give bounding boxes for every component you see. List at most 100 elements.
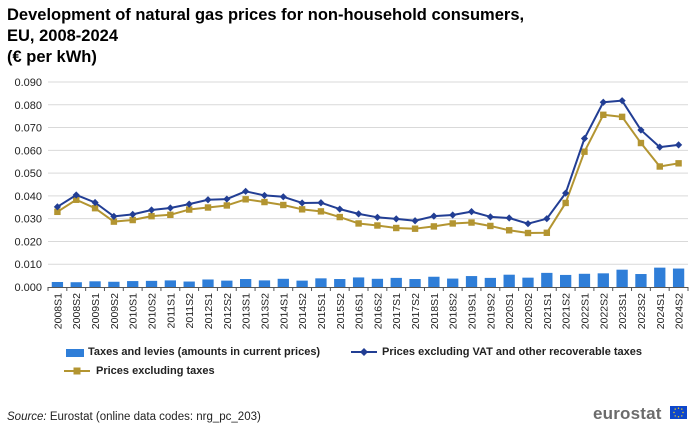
- bar-taxes-levies: [371, 278, 384, 287]
- prices-excl-vat-point: [72, 191, 80, 199]
- prices-excl-taxes-point: [280, 201, 287, 209]
- prices-excl-taxes-point: [374, 222, 381, 229]
- y-tick-label: 0.070: [14, 123, 42, 135]
- prices-excl-vat-point: [562, 189, 570, 197]
- prices-excl-taxes-point: [656, 163, 663, 170]
- x-tick-label: 2023S1: [617, 293, 629, 329]
- prices-excl-vat-point: [373, 213, 382, 221]
- y-tick-label: 0.090: [14, 77, 42, 89]
- prices-excl-vat-point: [185, 200, 193, 208]
- y-tick-label: 0.010: [14, 259, 42, 271]
- prices-excl-vat-point: [110, 212, 118, 220]
- bar-taxes-levies: [334, 279, 346, 287]
- bar-taxes-levies: [315, 278, 327, 287]
- prices-excl-taxes-point: [204, 204, 212, 211]
- prices-excl-taxes-point: [185, 206, 193, 213]
- x-tick-label: 2020S1: [504, 293, 516, 329]
- prices-excl-vat-point: [242, 187, 250, 195]
- prices-excl-vat-point: [223, 195, 231, 203]
- prices-excl-vat-point: [656, 143, 664, 151]
- prices-excl-taxes-point: [91, 204, 99, 212]
- bar-taxes-levies: [108, 281, 120, 287]
- prices-excl-taxes-line: [56, 113, 679, 235]
- bar-taxes-levies: [503, 274, 515, 287]
- y-tick-label: 0.030: [14, 214, 42, 226]
- y-tick-label: 0.060: [14, 145, 42, 157]
- bar-taxes-levies: [89, 281, 101, 287]
- bar-taxes-levies: [672, 268, 685, 287]
- prices-excl-vat-point: [392, 215, 400, 223]
- bar-taxes-levies: [127, 281, 139, 287]
- prices-excl-taxes-point: [261, 198, 268, 206]
- prices-excl-taxes-point: [505, 227, 513, 234]
- x-tick-label: 2014S1: [278, 293, 290, 329]
- legend-label-taxes-levies: Taxes and levies (amounts in current pri…: [88, 346, 321, 358]
- x-tick-label: 2022S2: [598, 293, 610, 329]
- title-line-2: EU, 2008-2024: [7, 27, 118, 45]
- prices-excl-taxes-point: [167, 211, 174, 218]
- prices-excl-vat-point: [147, 206, 156, 214]
- x-tick-label: 2011S1: [165, 293, 177, 329]
- eu-flag-icon: [670, 406, 687, 419]
- x-tick-label: 2014S2: [297, 293, 309, 329]
- prices-excl-taxes-point: [675, 160, 682, 167]
- bar-taxes-levies: [635, 274, 647, 287]
- prices-excl-vat-point: [543, 215, 551, 223]
- legend-label-prices-excl-vat: Prices excluding VAT and other recoverab…: [382, 346, 643, 358]
- prices-excl-vat-line: [56, 99, 679, 225]
- x-tick-label: 2022S1: [579, 293, 591, 329]
- prices-excl-taxes-point: [430, 223, 438, 230]
- x-tick-label: 2009S2: [109, 293, 121, 329]
- bar-taxes-levies: [390, 277, 402, 287]
- prices-excl-vat-point: [317, 199, 325, 207]
- prices-excl-vat-point: [580, 134, 589, 143]
- x-tick-label: 2017S2: [410, 293, 422, 329]
- y-tick-label: 0.000: [14, 282, 42, 294]
- title-line-1: Development of natural gas prices for no…: [7, 6, 525, 24]
- legend-label-prices-excl-taxes: Prices excluding taxes: [96, 365, 215, 377]
- prices-excl-vat-point: [53, 203, 62, 211]
- bar-taxes-levies: [428, 276, 440, 287]
- y-tick-label: 0.040: [14, 191, 42, 203]
- bar-taxes-levies: [541, 272, 553, 287]
- prices-excl-taxes-point: [355, 220, 362, 227]
- y-tick-label: 0.020: [14, 236, 42, 248]
- x-tick-label: 2015S2: [335, 293, 347, 329]
- prices-excl-taxes-point: [129, 216, 136, 224]
- prices-excl-vat-point: [91, 198, 99, 207]
- bar-taxes-levies: [560, 274, 572, 287]
- chart-title: Development of natural gas prices for no…: [7, 5, 607, 68]
- bar-taxes-levies: [145, 280, 158, 287]
- x-tick-label: 2012S1: [203, 293, 215, 329]
- prices-excl-vat-point: [166, 204, 174, 212]
- x-tick-label: 2018S1: [429, 293, 441, 329]
- bar-taxes-levies: [202, 279, 214, 287]
- bar-taxes-levies: [296, 280, 308, 287]
- prices-excl-taxes-point: [411, 225, 419, 232]
- x-tick-label: 2016S1: [354, 293, 366, 329]
- prices-excl-taxes-point: [618, 113, 626, 121]
- x-tick-label: 2024S1: [655, 293, 667, 329]
- bar-taxes-levies: [654, 267, 666, 287]
- prices-excl-taxes-point: [468, 219, 475, 226]
- bar-taxes-levies: [277, 278, 289, 287]
- prices-excl-vat-point: [260, 191, 269, 200]
- bar-taxes-levies: [578, 273, 591, 287]
- x-tick-label: 2016S2: [372, 293, 384, 329]
- prices-excl-taxes-point: [637, 139, 645, 147]
- x-tick-label: 2010S2: [147, 293, 159, 329]
- logo-wordmark: eurostat: [593, 404, 662, 423]
- prices-excl-vat-point: [486, 213, 494, 221]
- prices-excl-vat-point: [354, 210, 363, 218]
- source-label: Source:: [7, 411, 47, 423]
- prices-excl-vat-point: [204, 196, 212, 204]
- prices-excl-vat-point: [674, 141, 683, 149]
- x-tick-label: 2012S2: [222, 293, 234, 329]
- prices-excl-taxes-point: [223, 202, 231, 209]
- legend-swatch-taxes-levies: [66, 349, 84, 357]
- prices-excl-taxes-point: [317, 208, 325, 215]
- x-tick-label: 2021S2: [561, 293, 573, 329]
- source-text: Eurostat (online data codes: nrg_pc_203): [49, 411, 261, 423]
- x-tick-label: 2017S1: [391, 293, 403, 329]
